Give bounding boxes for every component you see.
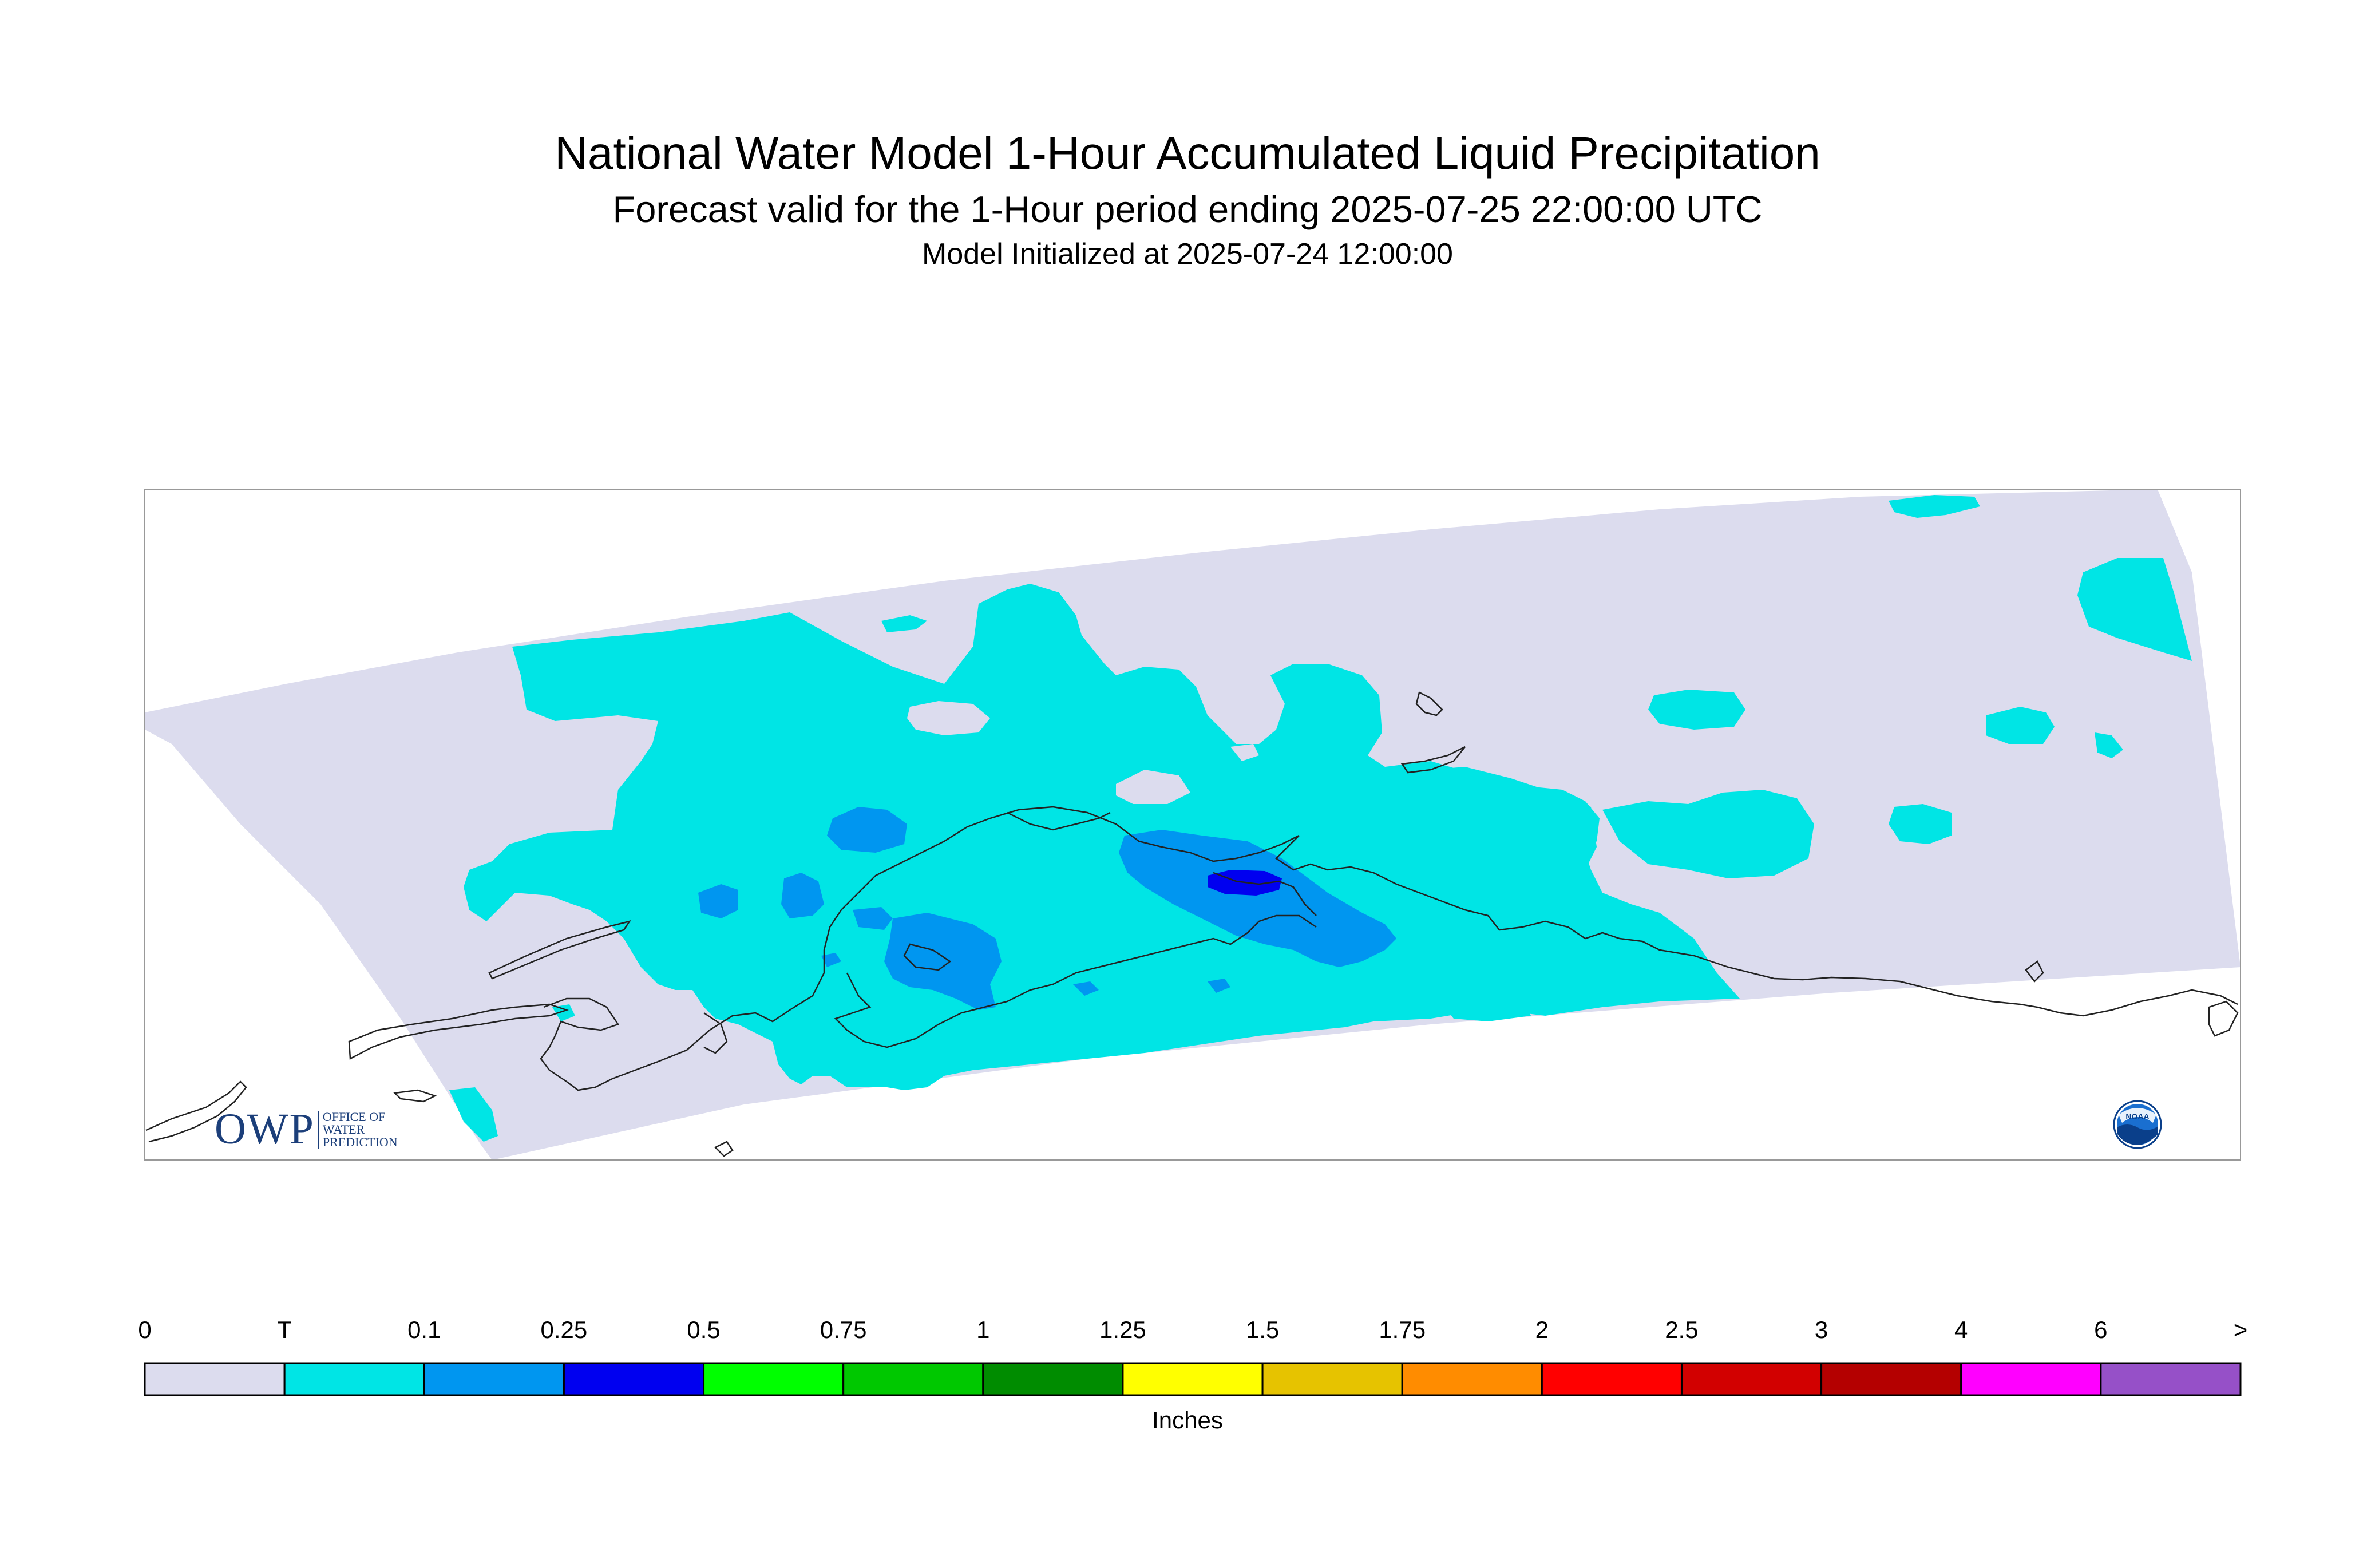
t-region-east-lobe <box>1431 767 1597 876</box>
t-region-main <box>464 584 1740 1090</box>
coast-island-3 <box>1400 746 1466 774</box>
colorbar-label: 6 <box>2094 1316 2108 1343</box>
t-region-top <box>1889 495 1980 518</box>
t-region-small-1 <box>881 615 927 632</box>
coastlines <box>145 691 2239 1157</box>
colorbar-label: 2.5 <box>1665 1316 1699 1343</box>
coast-island-2 <box>1415 691 1443 716</box>
coast-inlet <box>1007 811 1111 831</box>
colorbar-label: > <box>2233 1316 2248 1343</box>
coast-island-7 <box>714 1141 734 1157</box>
chart-subtitle-init: Model Initialized at 2025-07-24 12:00:00 <box>922 237 1453 271</box>
owp-logo-mark: OWP <box>215 1105 315 1153</box>
colorbar-label: 0 <box>138 1316 152 1343</box>
t-region-east-6 <box>2095 732 2123 758</box>
p01-region-1 <box>827 807 907 853</box>
colorbar-box <box>1122 1362 1264 1396</box>
p01-region-5 <box>781 873 824 918</box>
coast-sound <box>1213 872 1317 916</box>
colorbar-box <box>703 1362 845 1396</box>
colorbar-box <box>1401 1362 1543 1396</box>
p01-region-8 <box>1073 981 1099 996</box>
p01-region-2 <box>884 913 1002 1010</box>
t-region-northeast <box>2077 558 2192 661</box>
colorbar-box <box>1680 1362 1823 1396</box>
coast-bay <box>703 1012 728 1054</box>
colorbar-label: 3 <box>1814 1316 1828 1343</box>
coast-peninsula <box>348 1003 569 1060</box>
p01-region-3 <box>1119 830 1396 967</box>
p01-region-9 <box>1208 979 1230 993</box>
colorbar-box <box>1960 1362 2102 1396</box>
chart-subtitle-forecast: Forecast valid for the 1-Hour period end… <box>612 188 1763 230</box>
colorbar-label: 0.1 <box>407 1316 441 1343</box>
t-region-east-3 <box>1648 690 1745 730</box>
colorbar-label: T <box>277 1316 292 1343</box>
colorbar-label: 0.5 <box>687 1316 721 1343</box>
precip-0-1-regions <box>698 807 1396 1010</box>
colorbar-label: 4 <box>1954 1316 1968 1343</box>
t-region-small-2 <box>552 1004 575 1021</box>
colorbar-box <box>563 1362 705 1396</box>
t-region-east-5 <box>1889 804 1952 844</box>
colorbar-label: 1.5 <box>1245 1316 1280 1343</box>
dry-holes <box>907 701 1259 804</box>
colorbar <box>144 1362 2242 1396</box>
p01-region-6 <box>853 907 893 930</box>
dry-hole-3 <box>1230 744 1259 761</box>
coast-mainland <box>540 806 2238 1091</box>
dry-hole-1 <box>907 701 990 735</box>
colorbar-box <box>842 1362 984 1396</box>
t-region-southwest <box>449 1087 498 1142</box>
colorbar-label: 1.75 <box>1379 1316 1426 1343</box>
colorbar-units: Inches <box>1152 1407 1223 1434</box>
colorbar-label: 0.25 <box>540 1316 588 1343</box>
coast-lake <box>903 943 952 971</box>
colorbar-label: 0.75 <box>820 1316 867 1343</box>
colorbar-label: 2 <box>1535 1316 1549 1343</box>
colorbar-box <box>423 1362 565 1396</box>
coast-west <box>145 1080 247 1143</box>
colorbar-box <box>1541 1362 1683 1396</box>
coast-island-5 <box>2208 1000 2239 1037</box>
map-frame <box>144 489 2241 1161</box>
coast-island-6 <box>393 1089 437 1103</box>
trace-precip-regions <box>449 495 2192 1142</box>
p01-region-7 <box>821 953 841 967</box>
svg-text:NOAA: NOAA <box>2125 1112 2149 1121</box>
coast-south <box>834 914 1317 1048</box>
colorbar-box <box>1261 1362 1403 1396</box>
owp-logo-text: OFFICE OF WATER PREDICTION <box>318 1110 420 1149</box>
colorbar-label: 1 <box>976 1316 990 1343</box>
coast-island-4 <box>2025 960 2044 983</box>
t-region-east-4 <box>1986 707 2055 744</box>
colorbar-label: 1.25 <box>1099 1316 1146 1343</box>
coast-island-1 <box>488 920 631 980</box>
chart-title: National Water Model 1-Hour Accumulated … <box>555 128 1820 179</box>
noaa-logo: NOAA <box>2113 1100 2162 1149</box>
colorbar-box <box>1820 1362 1962 1396</box>
owp-logo: OWP OFFICE OF WATER PREDICTION <box>215 1104 420 1154</box>
t-region-east-2 <box>1602 790 1814 878</box>
colorbar-box <box>283 1362 425 1396</box>
colorbar-box <box>982 1362 1124 1396</box>
p01-region-4 <box>698 884 738 918</box>
t-region-south-east <box>1445 990 1531 1021</box>
colorbar-box <box>144 1362 286 1396</box>
dry-hole-2 <box>1116 770 1190 804</box>
colorbar-box <box>2100 1362 2242 1396</box>
